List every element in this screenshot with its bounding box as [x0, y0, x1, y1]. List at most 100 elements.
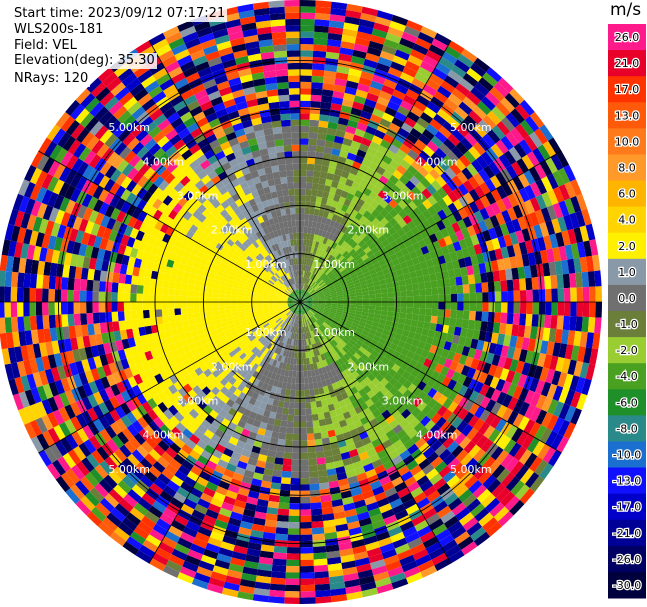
velocity-gate	[375, 221, 385, 231]
velocity-gate	[338, 322, 345, 328]
velocity-gate	[433, 330, 442, 340]
velocity-gate	[340, 378, 348, 387]
velocity-gate	[344, 228, 352, 236]
velocity-gate	[336, 307, 344, 312]
velocity-gate	[399, 449, 411, 461]
velocity-gate	[318, 418, 327, 427]
velocity-gate	[485, 239, 495, 252]
velocity-gate	[300, 239, 304, 246]
velocity-gate	[387, 292, 395, 298]
velocity-gate	[417, 203, 428, 214]
velocity-gate	[353, 95, 367, 105]
velocity-gate	[374, 464, 386, 475]
velocity-gate	[300, 358, 304, 365]
velocity-gate	[368, 86, 382, 97]
velocity-gate	[375, 306, 382, 311]
velocity-gate	[529, 197, 541, 212]
velocity-gate	[342, 28, 358, 38]
velocity-gate	[307, 144, 317, 152]
velocity-gate	[381, 356, 390, 365]
velocity-gate	[314, 571, 329, 579]
velocity-gate	[418, 282, 426, 290]
velocity-gate	[300, 94, 311, 101]
velocity-gate	[476, 339, 485, 351]
velocity-gate	[395, 345, 404, 354]
velocity-gate	[320, 283, 327, 289]
velocity-gate	[117, 282, 125, 293]
velocity-gate	[230, 302, 238, 306]
velocity-gate	[478, 330, 487, 342]
velocity-gate	[441, 217, 452, 228]
velocity-gate	[529, 131, 543, 148]
velocity-gate	[445, 224, 456, 236]
velocity-gate	[434, 130, 448, 143]
velocity-gate	[447, 497, 463, 511]
velocity-gate	[362, 104, 375, 114]
velocity-gate	[343, 324, 351, 331]
velocity-gate	[307, 325, 312, 332]
velocity-gate	[555, 356, 565, 372]
velocity-gate	[319, 114, 330, 122]
velocity-gate	[533, 339, 543, 353]
velocity-gate	[367, 264, 375, 272]
velocity-gate	[570, 302, 577, 317]
velocity-gate	[300, 132, 309, 139]
velocity-gate	[378, 175, 389, 185]
velocity-gate	[331, 320, 339, 326]
velocity-gate	[346, 320, 353, 325]
velocity-gate	[325, 319, 332, 325]
velocity-gate	[124, 310, 132, 321]
velocity-gate	[494, 291, 502, 302]
velocity-gate	[371, 369, 380, 378]
velocity-gate	[340, 317, 347, 323]
velocity-gate	[500, 280, 508, 292]
velocity-gate	[377, 404, 388, 414]
velocity-gate	[371, 217, 381, 227]
velocity-gate	[304, 383, 310, 390]
velocity-gate	[388, 377, 398, 387]
velocity-gate	[452, 352, 462, 363]
velocity-gate	[388, 449, 400, 460]
velocity-gate	[474, 82, 490, 97]
velocity-gate	[381, 292, 388, 298]
velocity-gate	[374, 365, 384, 374]
velocity-gate	[476, 155, 489, 169]
velocity-gate	[470, 526, 487, 542]
velocity-gate	[442, 386, 453, 398]
velocity-gate	[271, 431, 280, 439]
velocity-gate	[546, 205, 558, 221]
velocity-gate	[356, 339, 364, 347]
velocity-gate	[402, 138, 415, 150]
velocity-gate	[374, 102, 387, 113]
velocity-gate	[412, 397, 423, 408]
velocity-gate	[361, 253, 369, 261]
velocity-gate	[396, 228, 406, 237]
velocity-gate	[347, 422, 357, 432]
velocity-gate	[289, 503, 300, 510]
velocity-gate	[335, 326, 343, 332]
velocity-gate	[368, 294, 376, 299]
velocity-gate	[312, 302, 319, 304]
velocity-gate	[422, 128, 435, 141]
velocity-gate	[300, 591, 316, 598]
velocity-gate	[406, 133, 419, 145]
velocity-gate	[308, 288, 314, 294]
velocity-gate	[334, 284, 342, 289]
velocity-gate	[106, 321, 114, 333]
velocity-gate	[356, 295, 363, 299]
velocity-gate	[374, 443, 385, 454]
velocity-gate	[445, 333, 454, 343]
velocity-gate	[472, 264, 481, 275]
velocity-gate	[224, 294, 232, 299]
velocity-gate	[314, 321, 320, 328]
velocity-gate	[317, 256, 323, 263]
velocity-gate	[382, 329, 390, 336]
velocity-gate	[327, 39, 342, 48]
velocity-gate	[424, 281, 432, 289]
velocity-gate	[155, 302, 162, 310]
velocity-gate	[339, 348, 347, 356]
velocity-gate	[362, 210, 372, 219]
velocity-gate	[311, 323, 316, 330]
velocity-gate	[322, 287, 329, 292]
velocity-gate	[323, 70, 337, 79]
